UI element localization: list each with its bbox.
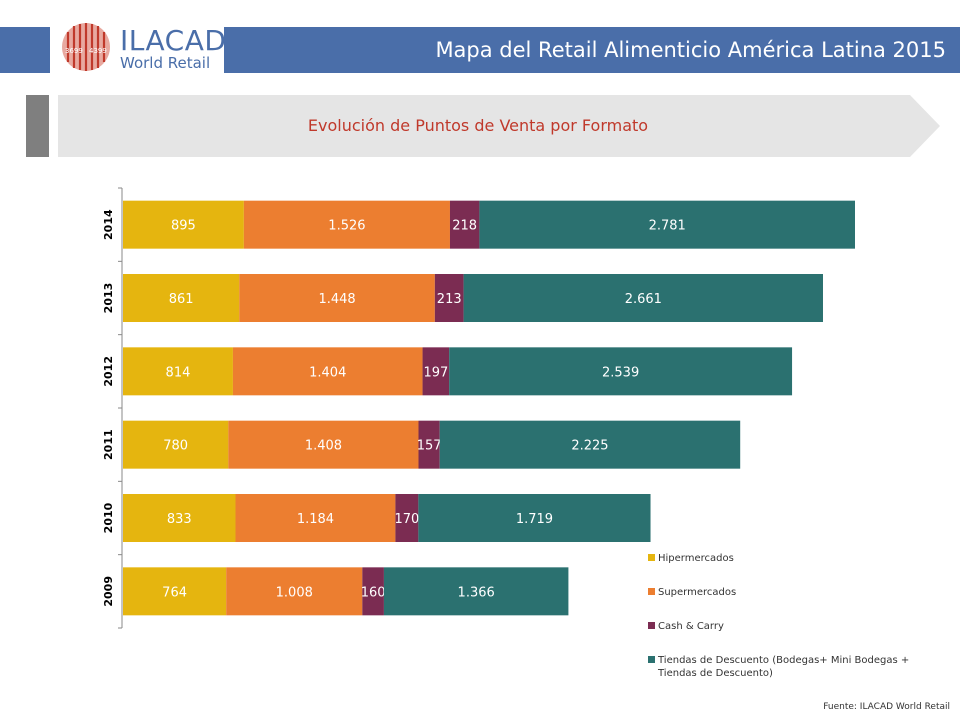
bar-segment (395, 494, 419, 542)
bar-segment (362, 567, 384, 616)
bar-segment (479, 200, 855, 249)
bar-value-label: 1.366 (458, 585, 495, 600)
bar-segment (123, 494, 236, 542)
legend-swatch (648, 622, 655, 629)
bar-value-label: 814 (166, 365, 191, 380)
bar-segment (235, 494, 396, 542)
bar-value-label: 170 (394, 512, 419, 527)
bar-segment (123, 347, 233, 396)
bar-value-label: 2.781 (649, 219, 686, 234)
bar-value-label: 160 (361, 585, 386, 600)
chart-axis (118, 187, 123, 629)
bar-segment (232, 347, 423, 396)
bar-value-label: 1.526 (328, 219, 365, 234)
legend-swatch (648, 554, 655, 561)
bar-value-label: 197 (423, 365, 448, 380)
bar-segment (449, 347, 793, 396)
logo-small-right: 4399 (89, 47, 107, 55)
bar-value-label: 157 (417, 439, 442, 454)
bar-segment (239, 274, 435, 322)
bar-value-label: 780 (163, 439, 188, 454)
chart-bars: 2014 895 1.526 218 2.781 2013 861 1.448 213 2.661… (102, 200, 855, 616)
year-label: 2014 (102, 209, 115, 240)
bar-value-label: 218 (452, 219, 477, 234)
bar-value-label: 2.225 (571, 439, 608, 454)
bar-value-label: 895 (171, 219, 196, 234)
bar-segment (226, 567, 363, 616)
bar-segment (383, 567, 569, 616)
bar-value-label: 2.539 (602, 365, 639, 380)
bar-segment (123, 274, 240, 322)
bar-segment (123, 420, 229, 469)
subtitle-accent (26, 95, 49, 157)
bar-value-label: 2.661 (625, 292, 662, 307)
year-label: 2009 (102, 576, 115, 607)
chart-legend: Hipermercados Supermercados Cash & Carry Ti… (648, 553, 909, 679)
source-note: Fuente: ILACAD World Retail (823, 702, 950, 712)
bar-segment (463, 274, 823, 322)
legend-entry: Supermercados (658, 587, 736, 598)
legend-swatch (648, 588, 655, 595)
bar-value-label: 861 (169, 292, 194, 307)
bar-value-label: 1.408 (305, 439, 342, 454)
legend-entry: Tiendas de Descuento (Bodegas+ Mini Bode… (657, 655, 909, 679)
bar-segment (439, 420, 741, 469)
bar-segment (123, 200, 244, 249)
bar-segment (418, 420, 440, 469)
bar-segment (434, 274, 464, 322)
bar-value-label: 213 (437, 292, 462, 307)
bar-value-label: 764 (162, 585, 187, 600)
year-label: 2011 (102, 429, 115, 460)
bar-segment (228, 420, 419, 469)
year-label: 2012 (102, 356, 115, 387)
chart-subtitle: Evolución de Puntos de Venta por Formato (307, 116, 649, 135)
bar-value-label: 1.008 (276, 585, 313, 600)
legend-swatch (648, 656, 655, 663)
page-title: Mapa del Retail Alimenticio América Lati… (435, 38, 946, 62)
logo-globe-icon: 3699 4399 (62, 23, 110, 71)
bar-segment (418, 494, 651, 542)
bar-segment (422, 347, 450, 396)
bar-value-label: 1.448 (318, 292, 355, 307)
logo-subtext: World Retail (120, 54, 211, 72)
logo-small-left: 3699 (65, 47, 83, 55)
legend-entry: Hipermercados (658, 553, 734, 564)
logo: 3699 4399 ILACAD World Retail (50, 18, 227, 76)
legend-entry: Cash & Carry (658, 621, 724, 632)
bar-value-label: 1.184 (297, 512, 334, 527)
logo-text: ILACAD (120, 24, 227, 57)
bar-segment (449, 200, 480, 249)
bar-value-label: 1.719 (516, 512, 553, 527)
bar-value-label: 1.404 (309, 365, 346, 380)
year-label: 2010 (102, 502, 115, 533)
bar-value-label: 833 (167, 512, 192, 527)
bar-segment (123, 567, 227, 616)
bar-segment (243, 200, 450, 249)
year-label: 2013 (102, 283, 115, 314)
